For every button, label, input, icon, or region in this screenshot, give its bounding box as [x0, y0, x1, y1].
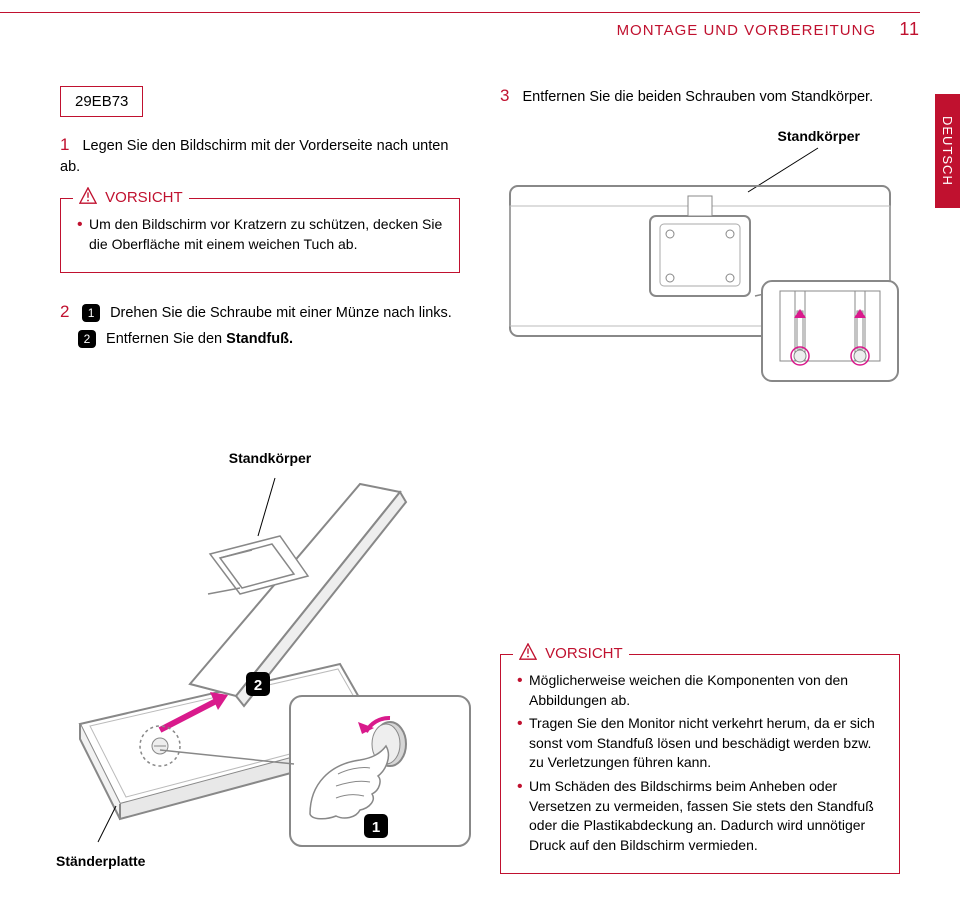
header-title: MONTAGE UND VORBEREITUNG 11	[617, 19, 920, 40]
step2a-label: 1	[82, 304, 100, 322]
page-header: MONTAGE UND VORBEREITUNG 11	[0, 12, 920, 40]
caution-box-2-container: VORSICHT Möglicherweise weichen die Komp…	[500, 636, 900, 874]
language-tab: DEUTSCH	[935, 94, 960, 208]
model-box: 29EB73	[60, 86, 143, 117]
caution2-item3: Um Schäden des Bildschirms beim Anheben …	[517, 777, 883, 855]
step-3: 3 Entfernen Sie die beiden Schrauben vom…	[500, 86, 900, 108]
diagram-middle: 2 1	[60, 474, 490, 854]
step2b-text-prefix: Entfernen Sie den	[106, 331, 226, 347]
standkorper-label-mid: Standkörper	[60, 450, 480, 468]
step1-number: 1	[60, 135, 78, 155]
step2-number: 2	[60, 299, 78, 325]
step3-text: Entfernen Sie die beiden Schrauben vom S…	[522, 89, 873, 105]
standkorper-label-top-text: Standkörper	[778, 128, 860, 144]
page-number: 11	[899, 19, 920, 39]
caution-box-1: VORSICHT Um den Bildschirm vor Kratzern …	[60, 198, 460, 273]
step2a-text: Drehen Sie die Schraube mit einer Münze …	[110, 305, 452, 321]
left-column: 29EB73 1 Legen Sie den Bildschirm mit de…	[60, 86, 460, 352]
standkorper-label-top: Standkörper	[500, 128, 900, 146]
standerplatte-label: Ständerplatte	[56, 853, 480, 871]
caution-box-2: VORSICHT Möglicherweise weichen die Komp…	[500, 654, 900, 874]
caution2-item2: Tragen Sie den Monitor nicht verkehrt he…	[517, 714, 883, 773]
step3-number: 3	[500, 86, 518, 106]
caution1-title-text: VORSICHT	[105, 189, 183, 206]
warning-icon	[79, 187, 97, 205]
caution1-title: VORSICHT	[73, 189, 189, 207]
warning-icon	[519, 643, 537, 661]
step2b-text-bold: Standfuß.	[226, 331, 293, 347]
callout-1: 1	[372, 819, 380, 836]
caution2-title: VORSICHT	[513, 645, 629, 663]
callout-2: 2	[254, 677, 262, 694]
caution2-title-text: VORSICHT	[545, 645, 623, 662]
standkorper-label-mid-text: Standkörper	[229, 450, 311, 466]
right-column: 3 Entfernen Sie die beiden Schrauben vom…	[500, 86, 900, 391]
diagram-middle-container: Standkörper 2	[60, 450, 480, 871]
step1-text: Legen Sie den Bildschirm mit der Vorders…	[60, 138, 448, 175]
header-title-text: MONTAGE UND VORBEREITUNG	[617, 22, 877, 39]
step-1: 1 Legen Sie den Bildschirm mit der Vorde…	[60, 135, 460, 178]
step-2: 2 1 Drehen Sie die Schraube mit einer Mü…	[60, 299, 460, 350]
caution2-item1: Möglicherweise weichen die Komponenten v…	[517, 671, 883, 710]
standerplatte-label-text: Ständerplatte	[56, 853, 145, 869]
diagram-top	[500, 146, 900, 386]
caution1-item: Um den Bildschirm vor Kratzern zu schütz…	[77, 215, 443, 254]
step2b-label: 2	[78, 330, 96, 348]
